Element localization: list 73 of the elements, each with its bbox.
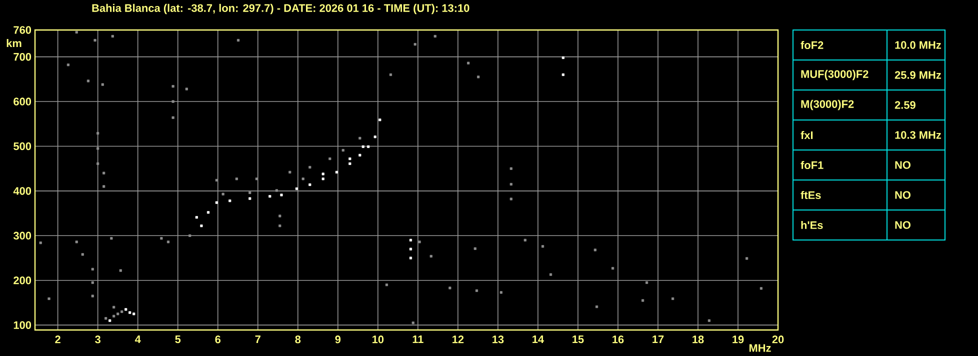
y-tick-label: 760 bbox=[14, 26, 32, 34]
point bbox=[348, 157, 352, 160]
x-tick-label: 14 bbox=[532, 336, 544, 344]
y-tick-label: 200 bbox=[14, 276, 32, 284]
point bbox=[206, 211, 210, 214]
text: M(3000)F2 bbox=[801, 100, 854, 110]
point bbox=[367, 145, 370, 148]
point bbox=[280, 194, 283, 196]
x-tick-label: 11 bbox=[412, 336, 424, 344]
x-tick-label: 17 bbox=[652, 336, 664, 344]
x-tick-label: 9 bbox=[335, 336, 341, 344]
x-tick-label: 16 bbox=[612, 336, 624, 344]
y-tick-label: 400 bbox=[13, 187, 32, 195]
text: 2.59 bbox=[894, 101, 916, 109]
point bbox=[322, 178, 324, 180]
x-tick-label: 2 bbox=[55, 336, 60, 344]
y-axis-title: km bbox=[6, 39, 22, 47]
x-tick-label: 10 bbox=[372, 336, 384, 344]
point bbox=[409, 248, 412, 250]
y-tick-label: 600 bbox=[14, 98, 32, 106]
point bbox=[195, 216, 198, 219]
point bbox=[295, 187, 298, 190]
text: MUF(3000)F2 bbox=[801, 70, 868, 80]
text: NO bbox=[895, 161, 910, 169]
x-tick-label: 13 bbox=[492, 336, 504, 344]
x-tick-label: 7 bbox=[255, 336, 260, 344]
x-tick-label: 6 bbox=[215, 336, 221, 344]
point bbox=[308, 183, 312, 186]
text: NO bbox=[895, 191, 910, 199]
text: fxI bbox=[800, 131, 813, 139]
x-tick-label: 20 bbox=[772, 336, 784, 344]
x-tick-label: 18 bbox=[692, 336, 704, 344]
text: foF1 bbox=[800, 160, 824, 170]
point bbox=[562, 56, 564, 60]
x-tick-label: 19 bbox=[732, 336, 744, 344]
point bbox=[348, 162, 352, 165]
point bbox=[362, 145, 364, 148]
text: h'Es bbox=[801, 220, 823, 230]
x-axis-title: MHz bbox=[749, 344, 771, 352]
point bbox=[322, 172, 324, 176]
point bbox=[132, 312, 136, 316]
y-tick-label: 300 bbox=[13, 232, 32, 240]
point bbox=[562, 73, 564, 76]
point bbox=[248, 197, 252, 200]
x-tick-label: 5 bbox=[175, 336, 181, 344]
text: 10.3 MHz bbox=[895, 131, 942, 139]
point bbox=[128, 311, 132, 314]
y-tick-label: 500 bbox=[14, 142, 32, 150]
point bbox=[200, 224, 203, 228]
point bbox=[358, 154, 362, 156]
x-tick-label: 8 bbox=[295, 336, 301, 344]
text: ftEs bbox=[800, 190, 821, 200]
point bbox=[215, 201, 218, 204]
text: foF2 bbox=[800, 40, 824, 50]
point bbox=[228, 199, 232, 202]
y-tick-label: 100 bbox=[14, 321, 32, 329]
x-tick-label: 15 bbox=[572, 336, 584, 344]
x-tick-label: 12 bbox=[452, 336, 464, 344]
point bbox=[409, 256, 412, 260]
point bbox=[374, 136, 376, 138]
point bbox=[378, 118, 382, 122]
x-tick-label: 4 bbox=[134, 336, 141, 344]
point bbox=[108, 319, 112, 322]
text: 10.0 MHz bbox=[895, 41, 942, 49]
point bbox=[124, 308, 128, 311]
point bbox=[409, 238, 412, 242]
point bbox=[268, 195, 272, 198]
x-tick-label: 3 bbox=[95, 336, 100, 344]
text: 25.9 MHz bbox=[894, 71, 942, 79]
text: NO bbox=[895, 221, 910, 229]
y-tick-label: 700 bbox=[14, 52, 32, 61]
point bbox=[335, 170, 338, 174]
chart-title: Bahia Blanca (lat: -38.7, lon: 297.7) - DATE: 2026 01 16 - TIME (UT): 13:10 bbox=[92, 4, 470, 14]
